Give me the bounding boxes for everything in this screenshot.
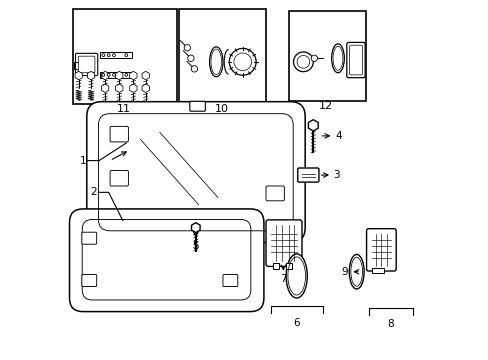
Bar bbox=[285, 263, 292, 269]
FancyBboxPatch shape bbox=[75, 53, 98, 76]
Circle shape bbox=[102, 54, 104, 57]
FancyBboxPatch shape bbox=[87, 102, 305, 242]
Bar bbox=[272, 263, 279, 269]
Text: 11: 11 bbox=[117, 104, 131, 114]
Circle shape bbox=[112, 54, 115, 57]
Text: 5: 5 bbox=[192, 241, 199, 251]
Circle shape bbox=[124, 54, 127, 57]
FancyBboxPatch shape bbox=[297, 168, 318, 182]
Circle shape bbox=[187, 55, 194, 62]
Text: 3: 3 bbox=[333, 170, 340, 180]
Bar bbox=[100, 72, 131, 78]
FancyBboxPatch shape bbox=[265, 220, 302, 266]
Text: 7: 7 bbox=[280, 274, 286, 284]
Text: 4: 4 bbox=[335, 131, 342, 141]
Text: 2: 2 bbox=[90, 187, 97, 197]
Ellipse shape bbox=[348, 255, 364, 289]
Circle shape bbox=[107, 73, 110, 76]
Bar bbox=[73, 9, 177, 104]
Circle shape bbox=[184, 45, 190, 51]
Bar bbox=[100, 52, 131, 58]
Circle shape bbox=[310, 55, 317, 62]
FancyBboxPatch shape bbox=[110, 126, 128, 142]
Bar bbox=[179, 9, 265, 104]
Circle shape bbox=[233, 53, 251, 71]
FancyBboxPatch shape bbox=[81, 275, 97, 287]
Bar bbox=[288, 11, 366, 100]
FancyBboxPatch shape bbox=[366, 229, 395, 271]
FancyBboxPatch shape bbox=[69, 209, 264, 312]
Circle shape bbox=[107, 54, 110, 57]
FancyBboxPatch shape bbox=[346, 42, 365, 78]
Circle shape bbox=[191, 66, 197, 72]
FancyBboxPatch shape bbox=[81, 232, 97, 244]
Circle shape bbox=[229, 48, 256, 75]
Circle shape bbox=[124, 73, 127, 76]
Ellipse shape bbox=[285, 254, 306, 298]
Text: 8: 8 bbox=[387, 319, 393, 329]
Bar bbox=[371, 268, 383, 274]
Circle shape bbox=[296, 55, 309, 68]
Ellipse shape bbox=[331, 44, 344, 73]
Circle shape bbox=[112, 73, 115, 76]
Text: 12: 12 bbox=[318, 101, 332, 111]
Ellipse shape bbox=[209, 47, 223, 77]
Circle shape bbox=[102, 73, 104, 76]
FancyBboxPatch shape bbox=[110, 171, 128, 186]
Circle shape bbox=[293, 52, 313, 72]
Text: 1: 1 bbox=[80, 156, 86, 166]
FancyBboxPatch shape bbox=[223, 275, 237, 287]
Text: 6: 6 bbox=[293, 318, 300, 328]
FancyBboxPatch shape bbox=[189, 101, 205, 111]
Text: 10: 10 bbox=[214, 104, 228, 114]
Text: 9: 9 bbox=[341, 267, 347, 277]
FancyBboxPatch shape bbox=[265, 186, 284, 201]
